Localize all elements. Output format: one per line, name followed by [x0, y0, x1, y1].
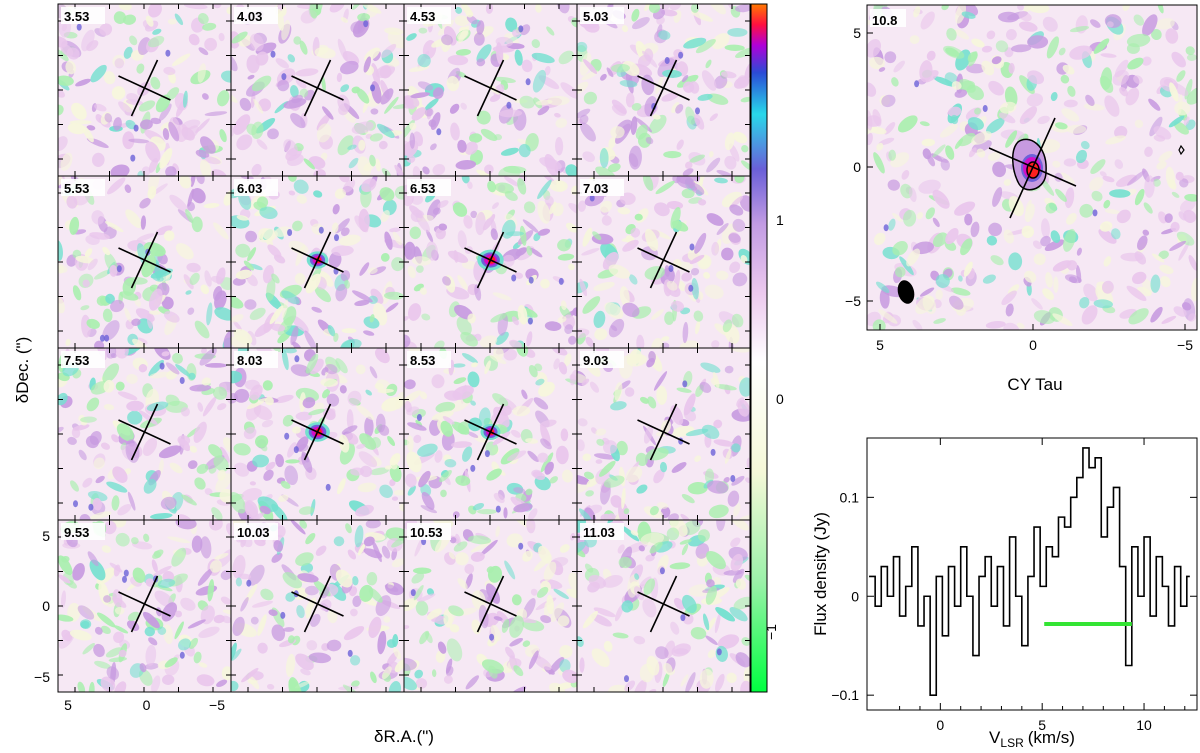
- channel-velocity-label: 10.03: [237, 525, 270, 540]
- spectrum-x-label: VLSR (km/s): [989, 728, 1075, 750]
- y-tick-label: 0.1: [840, 489, 860, 505]
- channel-minor-axis: [637, 75, 690, 101]
- channel-minor-axis: [291, 75, 344, 101]
- channel-velocity-label: 5.53: [64, 181, 89, 196]
- channel-axis-ticks: 5 5 0 0 −5 −5: [34, 528, 225, 713]
- channel-panel: 7.53: [57, 347, 232, 521]
- channel-velocity-label: 9.53: [64, 525, 89, 540]
- channel-velocity-label: 8.03: [237, 353, 262, 368]
- channel-velocity-label: 4.53: [410, 9, 435, 24]
- channel-minor-axis: [291, 247, 344, 273]
- channel-panel: 6.53: [403, 175, 578, 349]
- channel-minor-axis: [118, 419, 171, 445]
- y-tick-label: 0: [851, 588, 859, 604]
- channel-y-tick: 5: [42, 528, 50, 544]
- channel-panel: 8.03: [230, 347, 405, 521]
- channel-minor-axis: [637, 247, 690, 273]
- channel-panel: 9.03: [576, 347, 751, 521]
- moment-y-tick: −5: [845, 293, 861, 309]
- channel-minor-axis: [464, 247, 517, 273]
- x-axis-label: δR.A.("): [374, 727, 434, 746]
- moment-label: 10.8: [872, 13, 897, 28]
- channel-velocity-label: 11.03: [583, 525, 615, 540]
- channel-minor-axis: [637, 419, 690, 445]
- spectrum-y-label: Flux density (Jy): [811, 512, 830, 636]
- channel-panel: 11.03: [576, 519, 751, 693]
- channel-panel: 10.53: [403, 519, 578, 693]
- small-contour: [1178, 144, 1185, 156]
- colorbar-tick-1: 1: [776, 212, 784, 228]
- y-axis-label: δDec. ("): [13, 337, 32, 404]
- x-tick-label: 0: [936, 717, 944, 733]
- channel-velocity-label: 7.03: [583, 181, 608, 196]
- channel-panel: 10.03: [230, 519, 405, 693]
- channel-map-grid: 3.53 4.03 4.53 5.03 5.53 6.03 6.53 7.03 7.53 8.03…: [34, 3, 751, 713]
- spectrum-line: [869, 447, 1190, 696]
- x-tick-label: 5: [1038, 717, 1046, 733]
- channel-x-tick: 0: [143, 697, 151, 713]
- channel-minor-axis: [118, 247, 171, 273]
- colorbar-scale: [750, 3, 768, 693]
- channel-velocity-label: 6.03: [237, 181, 262, 196]
- colorbar: 1 0 −1: [750, 3, 784, 693]
- moment-minor-axis: [988, 147, 1077, 187]
- channel-velocity-label: 7.53: [64, 353, 89, 368]
- channel-velocity-label: 4.03: [237, 9, 262, 24]
- channel-minor-axis: [464, 591, 517, 617]
- channel-velocity-label: 6.53: [410, 181, 435, 196]
- channel-panel: 5.53: [57, 175, 232, 349]
- colorbar-tick-minus1: −1: [763, 624, 779, 640]
- channel-minor-axis: [464, 419, 517, 445]
- channel-panel: 6.03: [230, 175, 405, 349]
- channel-y-tick: 0: [42, 598, 50, 614]
- moment-map-panel: 10.8 5 5 0 0 −5 −5: [845, 4, 1198, 353]
- channel-panel: 4.03: [230, 3, 405, 177]
- source-name: CY Tau: [1007, 375, 1062, 394]
- channel-panel: 9.53: [57, 519, 232, 693]
- channel-panel: 4.53: [403, 3, 578, 177]
- channel-panel: 8.53: [403, 347, 578, 521]
- channel-panel: 3.53: [57, 3, 232, 177]
- moment-x-tick: 0: [1029, 337, 1037, 353]
- spectrum-frame: [866, 437, 1198, 711]
- moment-major-axis: [1009, 117, 1056, 219]
- channel-panel: 5.03: [576, 3, 751, 177]
- channel-velocity-label: 9.03: [583, 353, 608, 368]
- channel-x-tick: 5: [64, 697, 72, 713]
- x-tick-label: 10: [1136, 717, 1152, 733]
- channel-panel: 7.03: [576, 175, 751, 349]
- channel-minor-axis: [118, 591, 171, 617]
- colorbar-tick-0: 0: [776, 391, 784, 407]
- moment-x-tick: 5: [876, 337, 884, 353]
- channel-minor-axis: [464, 75, 517, 101]
- channel-minor-axis: [291, 591, 344, 617]
- y-tick-label: −0.1: [831, 687, 859, 703]
- channel-minor-axis: [118, 75, 171, 101]
- channel-velocity-label: 5.03: [583, 9, 608, 24]
- beam-ellipse: [897, 280, 915, 304]
- channel-minor-axis: [291, 419, 344, 445]
- channel-minor-axis: [637, 591, 690, 617]
- channel-y-tick: −5: [34, 669, 50, 685]
- moment-y-tick: 5: [853, 25, 861, 41]
- channel-velocity-label: 3.53: [64, 9, 89, 24]
- channel-x-tick: −5: [209, 697, 225, 713]
- spectrum-panel: 0 5 10 −0.1 0 0.1 Flux density (Jy) VLSR (km/s): [811, 437, 1198, 750]
- moment-y-tick: 0: [853, 159, 861, 175]
- moment-x-tick: −5: [1177, 337, 1193, 353]
- channel-velocity-label: 8.53: [410, 353, 435, 368]
- channel-velocity-label: 10.53: [410, 525, 443, 540]
